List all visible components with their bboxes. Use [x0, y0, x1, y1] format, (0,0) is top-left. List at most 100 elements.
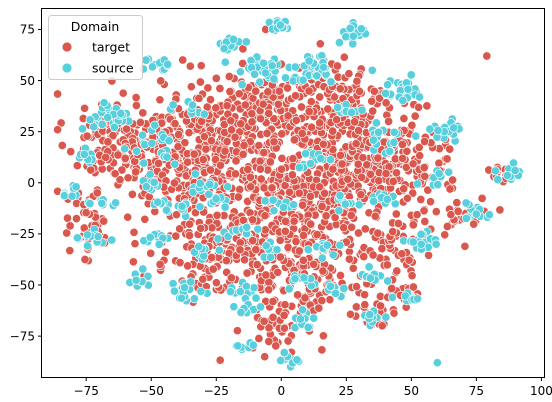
point-source [312, 71, 322, 81]
point-target [264, 323, 274, 333]
point-source [290, 62, 300, 72]
point-target [275, 235, 285, 245]
point-target [399, 184, 409, 194]
legend-marker-source [61, 62, 73, 74]
point-source [275, 20, 285, 30]
point-target [318, 139, 328, 149]
point-source [195, 178, 205, 188]
point-target [238, 149, 248, 159]
point-source [71, 182, 81, 192]
point-source [147, 138, 157, 148]
point-target [280, 226, 290, 236]
point-target [453, 206, 463, 216]
point-source [145, 232, 155, 242]
point-target [442, 154, 452, 164]
point-source [334, 206, 344, 216]
point-source [195, 202, 205, 212]
point-source [398, 95, 408, 106]
point-target [387, 283, 397, 294]
point-source [153, 197, 163, 207]
point-source [229, 302, 239, 312]
point-target [247, 117, 257, 127]
point-target [283, 336, 293, 346]
point-target [328, 164, 338, 174]
point-source [304, 56, 314, 66]
point-target [80, 254, 90, 265]
point-target [335, 270, 346, 281]
point-source [268, 195, 278, 205]
point-target [332, 115, 342, 125]
point-target [382, 260, 392, 270]
point-source [414, 92, 425, 102]
point-target [231, 156, 241, 166]
point-target [260, 211, 270, 221]
point-target [307, 122, 317, 132]
point-source [220, 202, 230, 212]
points-layer [53, 16, 525, 372]
point-source [85, 199, 95, 209]
point-source [425, 124, 435, 134]
point-target [205, 95, 216, 105]
point-source [219, 44, 229, 54]
point-target [101, 152, 111, 162]
point-source [382, 194, 392, 204]
point-target [404, 255, 414, 265]
point-target [408, 282, 418, 292]
point-target [410, 111, 420, 121]
point-source [67, 191, 77, 201]
point-source [233, 341, 243, 351]
point-source [149, 177, 159, 187]
point-target [232, 326, 242, 336]
point-target [170, 119, 180, 129]
point-target [226, 116, 236, 126]
point-source [328, 250, 338, 260]
point-source [132, 146, 142, 156]
point-target [215, 83, 225, 94]
point-source [292, 355, 302, 365]
point-target [207, 223, 217, 233]
point-source [335, 240, 345, 250]
point-source [356, 24, 366, 34]
point-target [434, 158, 444, 168]
point-source [484, 210, 494, 220]
point-target [414, 102, 424, 112]
point-target [377, 321, 387, 331]
point-source [260, 196, 270, 206]
point-source [250, 69, 260, 79]
point-target [452, 198, 462, 208]
point-target [414, 142, 424, 152]
point-source [365, 273, 375, 283]
legend-label-source: source [92, 61, 134, 76]
point-source [170, 159, 180, 169]
point-target [280, 300, 290, 310]
point-target [495, 205, 505, 215]
point-target [212, 210, 222, 220]
point-source [416, 229, 426, 239]
point-target [80, 103, 90, 113]
point-source [303, 245, 313, 255]
point-target [402, 193, 412, 203]
point-target [353, 159, 363, 169]
point-target [351, 139, 361, 149]
point-target [353, 228, 364, 238]
point-target [242, 268, 252, 278]
point-source [493, 175, 503, 185]
y-tick-label: −75 [10, 329, 35, 343]
x-tick-label: −25 [204, 384, 229, 398]
point-target [281, 216, 291, 226]
legend-label-target: target [92, 40, 130, 55]
point-source [326, 281, 336, 291]
point-target [238, 58, 248, 69]
point-target [222, 101, 232, 111]
point-target [92, 188, 102, 198]
point-source [389, 127, 399, 137]
point-target [259, 148, 269, 158]
point-target [381, 98, 391, 108]
point-target [415, 151, 425, 161]
point-target [267, 183, 277, 193]
point-target [289, 216, 299, 226]
point-target [271, 341, 281, 351]
point-target [128, 257, 138, 267]
point-target [391, 168, 402, 178]
point-target [268, 296, 278, 307]
